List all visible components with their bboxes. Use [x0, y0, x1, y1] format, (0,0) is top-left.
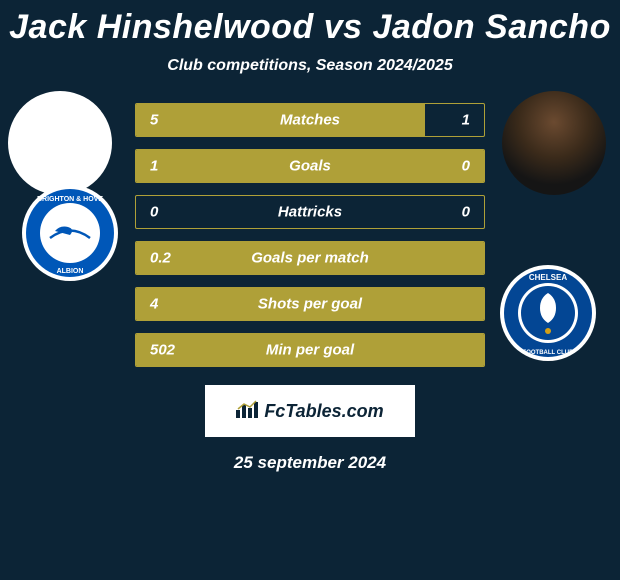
fctables-brand: FcTables.com: [205, 385, 415, 437]
stat-label: Hattricks: [278, 204, 342, 221]
stat-row: 5 1 Matches: [135, 103, 485, 137]
stat-label: Shots per goal: [258, 296, 362, 313]
stat-right-value: 0: [462, 158, 470, 175]
page-title: Jack Hinshelwood vs Jadon Sancho: [0, 0, 620, 47]
stat-row: 1 0 Goals: [135, 149, 485, 183]
stat-left-value: 0: [150, 204, 158, 221]
svg-text:ALBION: ALBION: [57, 268, 84, 275]
stat-right-value: 0: [462, 204, 470, 221]
svg-text:FOOTBALL CLUB: FOOTBALL CLUB: [523, 350, 575, 356]
stat-right-value: 1: [462, 112, 470, 129]
player-right-avatar: [502, 91, 606, 195]
stat-left-value: 502: [150, 342, 175, 359]
chart-icon: [236, 400, 258, 423]
stat-row: 4 Shots per goal: [135, 287, 485, 321]
subtitle: Club competitions, Season 2024/2025: [0, 57, 620, 75]
stat-label: Goals per match: [251, 250, 369, 267]
stat-bars: 5 1 Matches 1 0 Goals 0 0 Hattricks 0.2 Goals per …: [135, 103, 485, 367]
stat-label: Min per goal: [266, 342, 354, 359]
stat-row: 0 0 Hattricks: [135, 195, 485, 229]
club-left-logo: BRIGHTON & HOVE ALBION: [20, 183, 120, 283]
stat-left-value: 0.2: [150, 250, 171, 267]
stat-label: Goals: [289, 158, 331, 175]
stat-left-value: 5: [150, 112, 158, 129]
stat-row: 0.2 Goals per match: [135, 241, 485, 275]
stat-label: Matches: [280, 112, 340, 129]
svg-text:BRIGHTON & HOVE: BRIGHTON & HOVE: [37, 196, 103, 203]
club-right-logo: CHELSEA FOOTBALL CLUB: [498, 263, 598, 363]
svg-text:CHELSEA: CHELSEA: [529, 273, 567, 282]
player-left-avatar: [8, 91, 112, 195]
comparison-content: BRIGHTON & HOVE ALBION CHELSEA FOOTBALL …: [0, 103, 620, 367]
date-label: 25 september 2024: [0, 453, 620, 473]
stat-left-value: 1: [150, 158, 158, 175]
stat-left-value: 4: [150, 296, 158, 313]
stat-row: 502 Min per goal: [135, 333, 485, 367]
brand-label: FcTables.com: [264, 401, 383, 422]
